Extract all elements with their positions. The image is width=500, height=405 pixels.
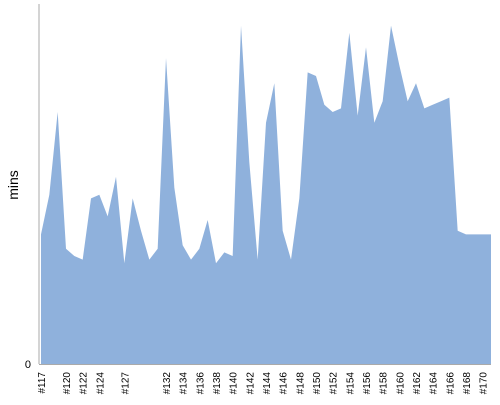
x-tick-label: #148 bbox=[295, 372, 306, 395]
y-axis-label: mins bbox=[5, 170, 21, 200]
series-area bbox=[41, 25, 491, 364]
x-tick-label: #142 bbox=[245, 372, 256, 395]
x-tick-label: #124 bbox=[95, 372, 106, 395]
x-tick-label: #166 bbox=[445, 372, 456, 395]
x-tick-label: #160 bbox=[395, 372, 406, 395]
x-tick-label: #158 bbox=[379, 372, 390, 395]
x-tick-label: #162 bbox=[412, 372, 423, 395]
x-tick-label: #156 bbox=[362, 372, 373, 395]
x-tick-label: #144 bbox=[262, 372, 273, 395]
x-tick-label: #132 bbox=[162, 372, 173, 395]
x-tick-label: #120 bbox=[62, 372, 73, 395]
x-tick-label: #154 bbox=[345, 372, 356, 395]
x-tick-label: #140 bbox=[229, 372, 240, 395]
x-tick-label: #146 bbox=[279, 372, 290, 395]
x-tick-label: #138 bbox=[212, 372, 223, 395]
x-tick-label: #122 bbox=[79, 372, 90, 395]
x-tick-label: #164 bbox=[429, 372, 440, 395]
x-tick-label: #168 bbox=[462, 372, 473, 395]
x-tick-label: #152 bbox=[329, 372, 340, 395]
x-tick-label: #127 bbox=[120, 372, 131, 395]
x-tick-label: #136 bbox=[195, 372, 206, 395]
x-tick-labels: #117 #120 #122 #124 #127 #132 #134 #136 #138 #140… bbox=[37, 372, 490, 395]
x-tick-label: #117 bbox=[37, 372, 48, 394]
x-tick-label: #170 bbox=[479, 372, 490, 395]
x-tick-label: #150 bbox=[312, 372, 323, 395]
y-tick-label-0: 0 bbox=[25, 359, 31, 371]
x-tick-label: #134 bbox=[179, 372, 190, 395]
plot-area bbox=[38, 4, 491, 365]
